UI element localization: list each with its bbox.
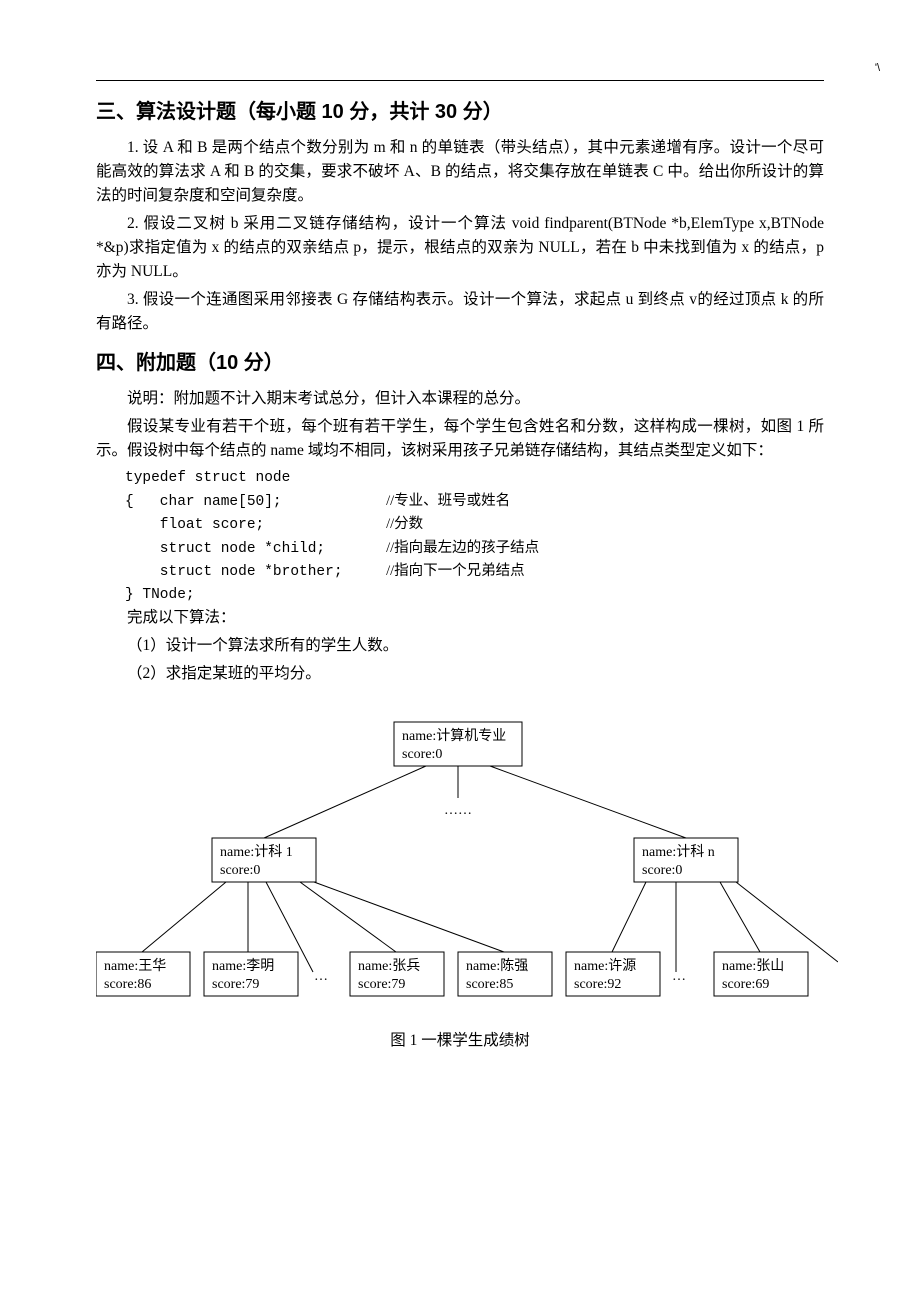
svg-text:…: … bbox=[672, 969, 686, 984]
after-code: 完成以下算法： bbox=[127, 606, 824, 630]
s3-q3: 3. 假设一个连通图采用邻接表 G 存储结构表示。设计一个算法，求起点 u 到终… bbox=[96, 288, 824, 336]
sub2: （2）求指定某班的平均分。 bbox=[127, 662, 824, 686]
svg-text:name:陈强: name:陈强 bbox=[466, 957, 528, 974]
tree-diagram: name:计算机专业 score:0 name:计科 1 score:0 name:计科… bbox=[96, 718, 838, 1018]
svg-text:name:计算机专业: name:计算机专业 bbox=[402, 728, 506, 744]
code-l4b: //指向最左边的孩子结点 bbox=[386, 540, 539, 556]
svg-text:score:92: score:92 bbox=[574, 977, 621, 992]
page-body: 三、算法设计题（每小题 10 分，共计 30 分） 1. 设 A 和 B 是两个… bbox=[0, 0, 920, 1110]
svg-text:score:69: score:69 bbox=[722, 977, 769, 992]
section-4-title: 四、附加题（10 分） bbox=[96, 346, 824, 375]
s3-q1: 1. 设 A 和 B 是两个结点个数分别为 m 和 n 的单链表（带头结点），其… bbox=[96, 136, 824, 208]
code-l3b: //分数 bbox=[386, 516, 423, 532]
svg-text:score:86: score:86 bbox=[104, 977, 151, 992]
svg-text:score:79: score:79 bbox=[212, 977, 259, 992]
code-l4a: struct node *child; bbox=[125, 541, 325, 557]
svg-text:……: …… bbox=[444, 803, 472, 818]
s4-p1: 说明：附加题不计入期末考试总分，但计入本课程的总分。 bbox=[96, 387, 824, 411]
svg-text:score:79: score:79 bbox=[358, 977, 405, 992]
svg-text:name:计科 n: name:计科 n bbox=[642, 844, 715, 860]
header-rule bbox=[96, 80, 824, 81]
s4-p2: 假设某专业有若干个班，每个班有若干学生，每个学生包含姓名和分数，这样构成一棵树，… bbox=[96, 415, 824, 463]
section-3-title: 三、算法设计题（每小题 10 分，共计 30 分） bbox=[96, 95, 824, 124]
svg-text:score:85: score:85 bbox=[466, 977, 513, 992]
svg-text:name:许源: name:许源 bbox=[574, 958, 636, 974]
code-l2a: { char name[50]; bbox=[125, 494, 282, 510]
code-l3a: float score; bbox=[125, 517, 264, 533]
code-block: typedef struct node { char name[50]; //专… bbox=[125, 467, 824, 606]
svg-text:score:0: score:0 bbox=[402, 747, 442, 762]
code-l1: typedef struct node bbox=[125, 470, 290, 486]
svg-text:name:李明: name:李明 bbox=[212, 958, 274, 974]
code-l5b: //指向下一个兄弟结点 bbox=[386, 563, 525, 579]
code-l2b: //专业、班号或姓名 bbox=[386, 493, 510, 509]
figure-caption: 图 1 一棵学生成绩树 bbox=[96, 1028, 824, 1050]
svg-text:score:0: score:0 bbox=[220, 863, 260, 878]
s3-q2: 2. 假设二叉树 b 采用二叉链存储结构，设计一个算法 void findpar… bbox=[96, 212, 824, 284]
sub1: （1）设计一个算法求所有的学生人数。 bbox=[127, 634, 824, 658]
svg-text:name:张山: name:张山 bbox=[722, 958, 784, 974]
code-l5a: struct node *brother; bbox=[125, 564, 343, 580]
figure-wrap: name:计算机专业 score:0 name:计科 1 score:0 name:计科… bbox=[96, 718, 824, 1050]
code-l6: } TNode; bbox=[125, 587, 195, 603]
svg-text:score:0: score:0 bbox=[642, 863, 682, 878]
svg-text:…: … bbox=[314, 969, 328, 984]
svg-text:name:计科 1: name:计科 1 bbox=[220, 844, 293, 860]
svg-text:name:张兵: name:张兵 bbox=[358, 958, 420, 974]
svg-text:name:王华: name:王华 bbox=[104, 958, 166, 974]
